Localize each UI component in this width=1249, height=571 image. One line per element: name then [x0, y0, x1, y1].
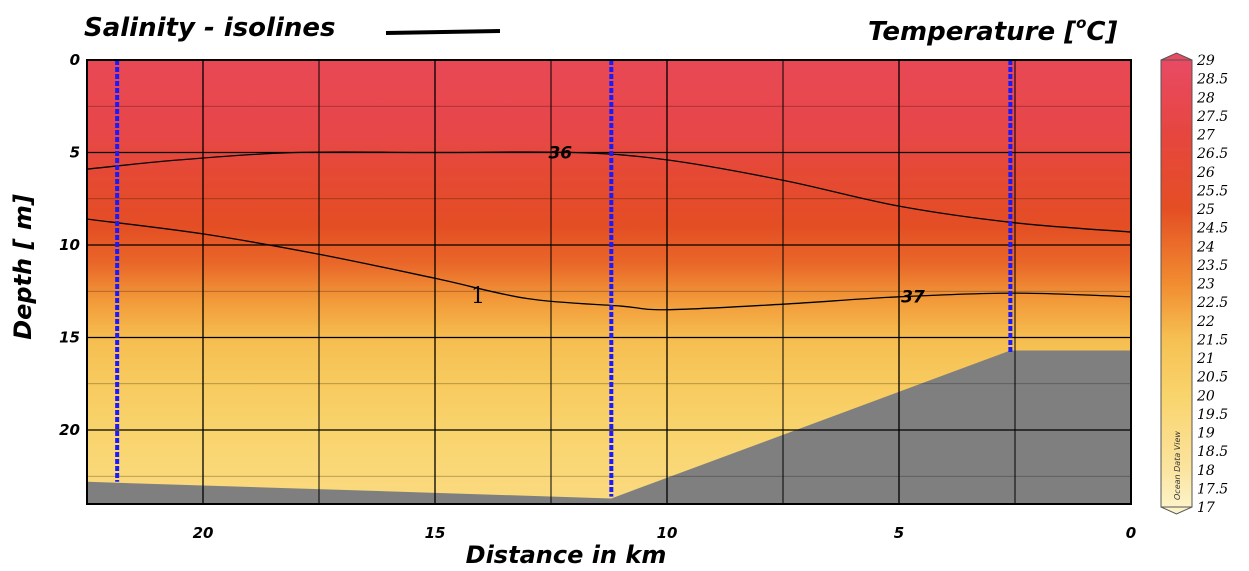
- grid: [87, 60, 1131, 504]
- y-axis-title: Depth [ m]: [9, 194, 37, 340]
- colorbar-tick-label: 22: [1196, 314, 1215, 330]
- y-tick-label: 0: [70, 51, 80, 69]
- colorbar-tick-label: 20.5: [1196, 370, 1228, 386]
- colorbar-frame: [1160, 59, 1193, 508]
- seafloor-bottom: [87, 350, 1131, 504]
- colorbar-tick-label: 27.5: [1196, 109, 1228, 125]
- salinity-legend-line: [385, 29, 501, 35]
- x-tick-label: 5: [894, 524, 904, 542]
- x-tick-label: 10: [657, 524, 678, 542]
- colorbar-tick-label: 23.5: [1196, 258, 1228, 274]
- x-tick-label: 20: [193, 524, 214, 542]
- x-axis-title: Distance in km: [466, 541, 667, 569]
- colorbar-ticks: 29 28.5 28 27.5 27 26.5 26 25.5 25 24.5 24 23.5 23 22…: [1196, 53, 1228, 516]
- colorbar-tick-label: 25: [1196, 202, 1215, 218]
- colorbar-top-cap: [1160, 52, 1193, 61]
- stray-label: 1: [471, 284, 485, 309]
- colorbar-tick-label: 17.5: [1197, 481, 1228, 497]
- temperature-title-prefix: Temperature [: [868, 17, 1077, 47]
- colorbar-tick-label: 28: [1196, 90, 1215, 106]
- x-tick-label: 0: [1126, 524, 1136, 542]
- colorbar-bar: [1161, 60, 1192, 507]
- colorbar-bottom-cap: [1160, 506, 1193, 515]
- salinity-isoline-37: [87, 218, 1131, 311]
- colorbar-tick-label: 27: [1196, 128, 1215, 144]
- x-tick-label: 15: [425, 524, 446, 542]
- colorbar-tick-label: 18.5: [1197, 444, 1228, 460]
- colorbar-tick-label: 17: [1197, 500, 1215, 516]
- colorbar-tick-label: 26.5: [1196, 146, 1228, 162]
- plot-area: 36 37: [87, 60, 1131, 504]
- salinity-title: Salinity - isolines: [84, 13, 335, 43]
- colorbar-tick-label: 21.5: [1196, 332, 1228, 348]
- isoline-label: 36: [548, 144, 572, 164]
- y-tick-label: 10: [59, 236, 80, 254]
- isoline-label: 37: [901, 287, 925, 307]
- y-tick-label: 20: [59, 421, 80, 439]
- colorbar-tick-label: 24.5: [1196, 221, 1228, 237]
- colorbar: Ocean Data View 29 28.5 28 27.5 27 26.5 26 25.5…: [1160, 52, 1228, 516]
- y-axis-ticks: 0 5 10 15 20: [59, 51, 80, 439]
- colorbar-tick-label: 22.5: [1196, 295, 1228, 311]
- x-axis-ticks: 20 15 10 5 0: [193, 524, 1137, 542]
- colorbar-tick-label: 24: [1196, 239, 1215, 255]
- salinity-isoline-36: [87, 151, 1131, 233]
- stations: [115, 60, 1013, 497]
- colorbar-tick-label: 23: [1196, 277, 1215, 293]
- plot-frame: [86, 59, 1132, 505]
- y-tick-label: 5: [70, 144, 80, 162]
- temperature-title-sup: o: [1076, 14, 1086, 32]
- colorbar-tick-label: 18: [1197, 463, 1215, 479]
- y-tick-label: 15: [59, 329, 80, 347]
- colorbar-tick-label: 21: [1196, 351, 1215, 367]
- temperature-title-suffix: C]: [1086, 17, 1117, 47]
- colorbar-tick-label: 19: [1197, 426, 1215, 442]
- colorbar-tick-label: 28.5: [1196, 72, 1228, 88]
- salinity-isolines: 36 37: [87, 144, 1131, 311]
- colorbar-tick-label: 29: [1196, 53, 1215, 69]
- watermark: Ocean Data View: [1173, 431, 1182, 500]
- temperature-title: Temperature [oC]: [868, 14, 1117, 47]
- colorbar-tick-label: 20: [1196, 388, 1215, 404]
- colorbar-tick-label: 19.5: [1197, 407, 1228, 423]
- colorbar-tick-label: 26: [1196, 165, 1215, 181]
- colorbar-tick-label: 25.5: [1196, 183, 1228, 199]
